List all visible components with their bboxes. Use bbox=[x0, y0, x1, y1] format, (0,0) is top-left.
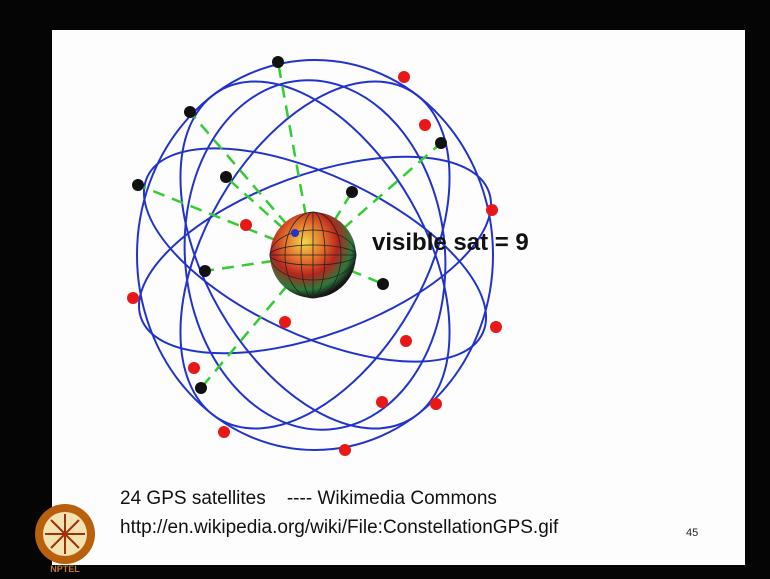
satellite bbox=[272, 56, 284, 68]
satellite bbox=[400, 335, 412, 347]
satellite bbox=[184, 106, 196, 118]
globe bbox=[270, 212, 356, 298]
satellite bbox=[195, 382, 207, 394]
logo-label: NPTEL bbox=[50, 564, 80, 574]
satellite bbox=[490, 321, 502, 333]
caption: http://en.wikipedia.org/wiki/File:Conste… bbox=[120, 517, 559, 538]
satellite bbox=[339, 444, 351, 456]
satellite bbox=[220, 171, 232, 183]
satellite bbox=[377, 278, 389, 290]
satellite bbox=[132, 179, 144, 191]
satellite bbox=[376, 396, 388, 408]
satellite bbox=[240, 219, 252, 231]
receiver bbox=[291, 229, 299, 237]
satellite bbox=[398, 71, 410, 83]
page-number: 45 bbox=[686, 527, 698, 539]
satellite bbox=[419, 119, 431, 131]
satellite bbox=[188, 362, 200, 374]
satellite bbox=[346, 186, 358, 198]
satellite bbox=[435, 137, 447, 149]
satellite bbox=[430, 398, 442, 410]
satellite bbox=[279, 316, 291, 328]
satellite bbox=[486, 204, 498, 216]
screen: visible sat = 9 24 GPS satellites ---- W… bbox=[0, 0, 770, 579]
nptel-logo: NPTEL bbox=[35, 504, 95, 574]
logo-wheel bbox=[45, 514, 85, 554]
visible-count: visible sat = 9 bbox=[372, 229, 529, 256]
slide-content: visible sat = 9 24 GPS satellites ---- W… bbox=[0, 0, 770, 579]
caption: 24 GPS satellites ---- Wikimedia Commons bbox=[120, 488, 497, 509]
satellite bbox=[218, 426, 230, 438]
satellite bbox=[199, 265, 211, 277]
satellite bbox=[127, 292, 139, 304]
